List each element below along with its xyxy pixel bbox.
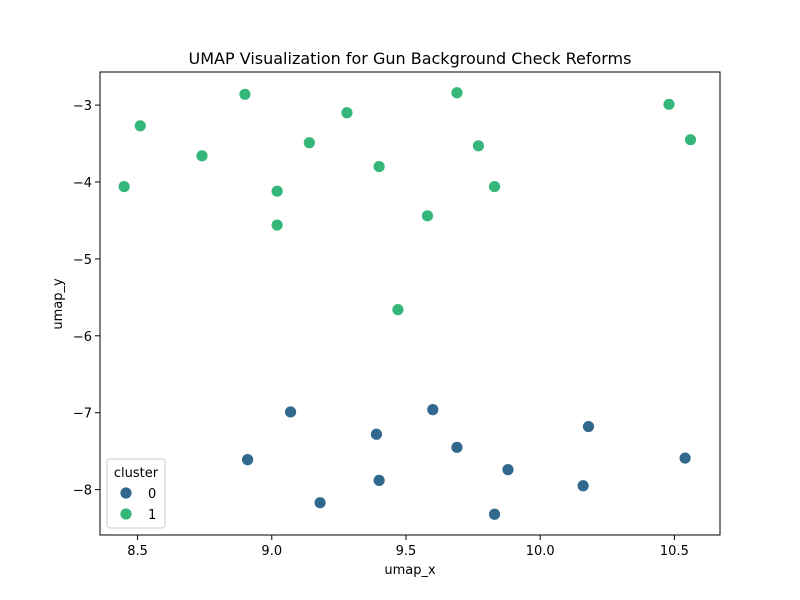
legend: cluster 0 1 (106, 458, 166, 529)
y-axis-label: umap_y (51, 278, 66, 330)
data-point-cluster-0 (284, 405, 297, 419)
y-tick-label: −6 (73, 330, 92, 345)
data-point-cluster-1 (662, 97, 676, 111)
data-point-cluster-0 (372, 473, 386, 487)
x-tick-label: 10.5 (660, 544, 689, 559)
data-point-cluster-1 (421, 209, 434, 223)
data-point-cluster-1 (270, 184, 284, 198)
data-point-cluster-1 (372, 160, 386, 173)
data-point-cluster-1 (488, 180, 501, 193)
x-tick-label: 8.5 (127, 544, 148, 559)
x-axis: 8.5 9.0 9.5 10.0 10.5 (127, 535, 689, 559)
data-point-cluster-1 (391, 303, 405, 317)
data-point-cluster-0 (450, 440, 464, 454)
data-point-cluster-1 (195, 149, 209, 163)
y-tick-label: −5 (73, 253, 92, 268)
legend-label-cluster-0: 0 (148, 487, 156, 502)
data-point-cluster-0 (582, 420, 595, 433)
chart-title: UMAP Visualization for Gun Background Ch… (189, 49, 632, 68)
legend-title: cluster (114, 466, 159, 481)
data-point-cluster-1 (302, 136, 316, 150)
x-tick-label: 9.5 (396, 544, 417, 559)
x-axis-label: umap_x (384, 563, 436, 578)
data-point-cluster-1 (340, 106, 354, 120)
data-point-cluster-0 (576, 479, 590, 493)
y-tick-label: −8 (73, 484, 92, 499)
data-point-cluster-0 (370, 427, 383, 441)
data-point-cluster-1 (684, 133, 697, 147)
x-tick-label: 10.0 (526, 544, 555, 559)
y-tick-label: −3 (73, 99, 92, 114)
y-axis: −8 −7 −6 −5 −4 −3 (73, 99, 100, 499)
data-point-cluster-1 (238, 87, 252, 101)
y-tick-label: −4 (73, 176, 92, 191)
legend-marker-cluster-1 (119, 507, 133, 521)
data-point-cluster-0 (241, 453, 255, 467)
data-point-cluster-0 (426, 403, 440, 417)
data-point-cluster-1 (270, 218, 284, 232)
data-point-cluster-1 (117, 180, 131, 193)
data-point-cluster-0 (313, 496, 327, 510)
legend-marker-cluster-0 (119, 486, 133, 500)
legend-label-cluster-1: 1 (148, 508, 156, 523)
plot-frame (99, 71, 721, 536)
data-point-cluster-1 (450, 86, 464, 100)
data-point-cluster-0 (678, 451, 692, 465)
x-tick-label: 9.0 (261, 544, 282, 559)
data-point-cluster-1 (133, 119, 147, 133)
data-point-cluster-1 (472, 139, 485, 153)
data-point-cluster-0 (488, 507, 501, 521)
y-tick-label: −7 (73, 407, 92, 422)
data-point-cluster-0 (501, 463, 515, 477)
data-points (117, 86, 697, 521)
